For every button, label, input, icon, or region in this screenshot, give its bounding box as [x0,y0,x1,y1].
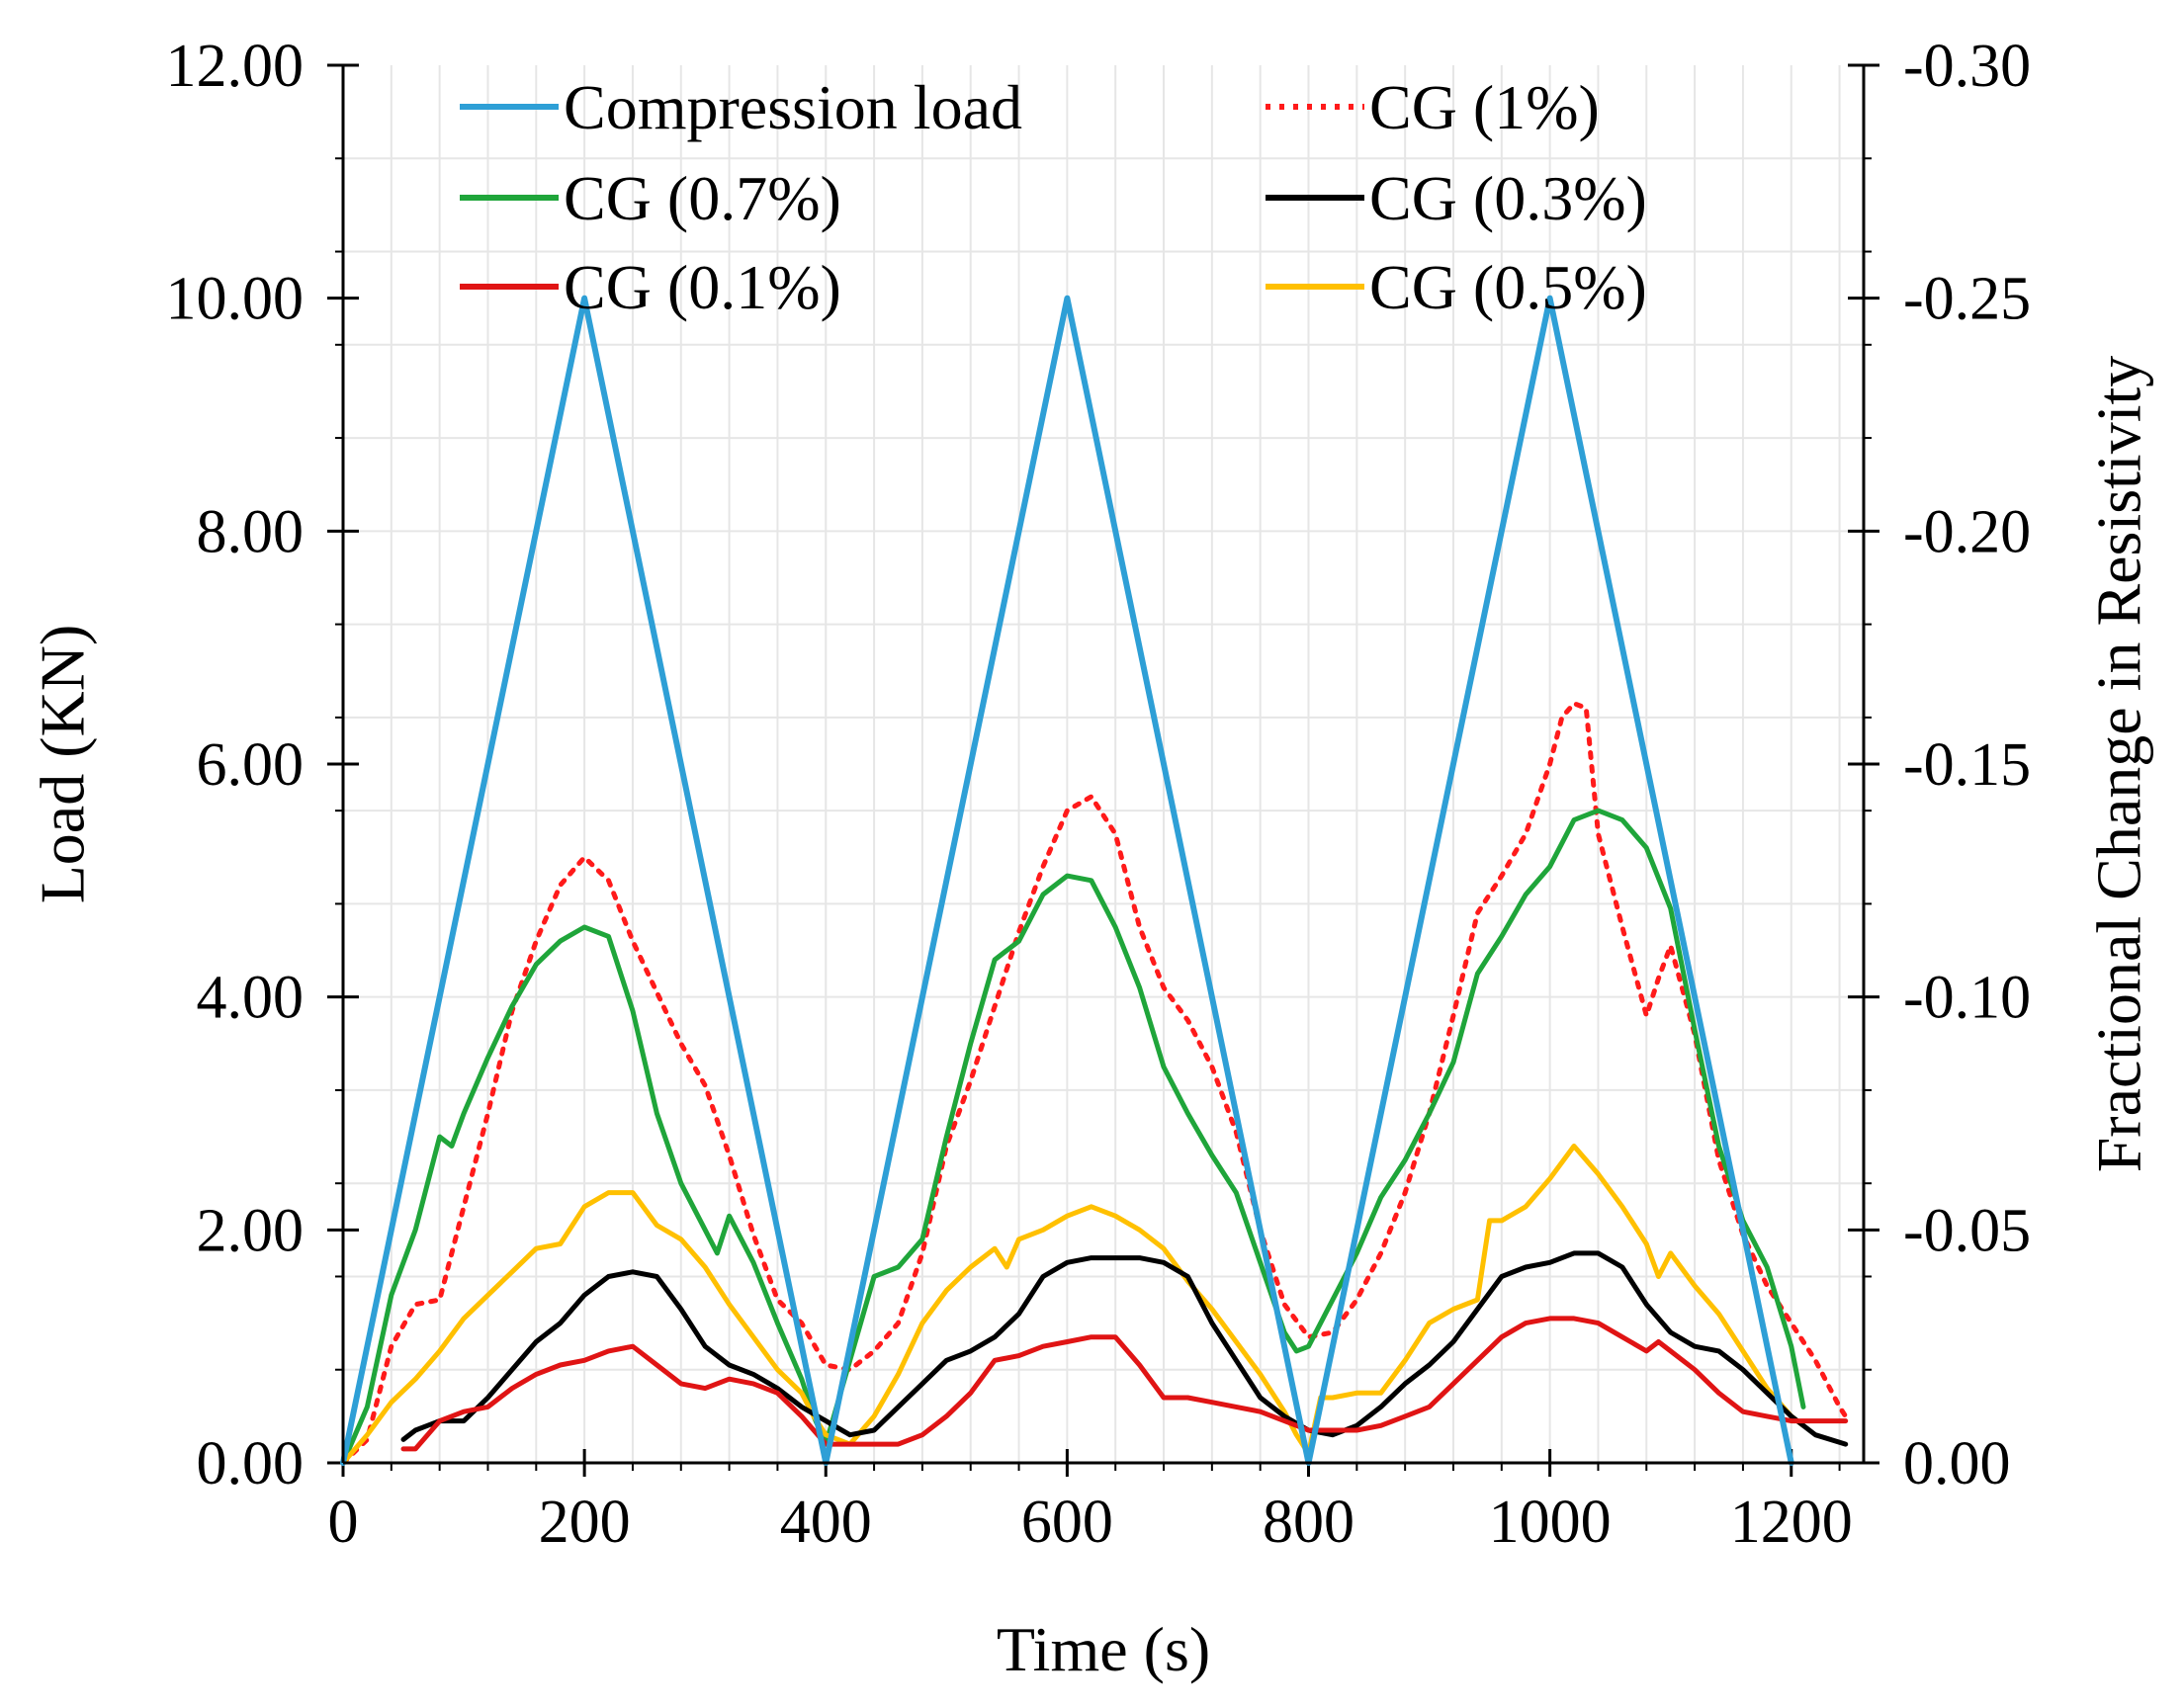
axes [341,65,1866,1465]
y-tick-label: 12.00 [166,33,305,100]
y2-tick-label: -0.30 [1903,33,2031,100]
series-line-cg-0-5 [340,1144,1806,1466]
y-axis-title: Load (KN) [28,625,98,904]
y2-tick-label: 0.00 [1903,1430,2011,1497]
x-tick-label: 1000 [1489,1489,1612,1556]
series-line-cg-0-1 [400,1316,1849,1452]
y-tick-label: 10.00 [166,266,305,333]
legend-label-compression-load: Compression load [564,72,1022,142]
series-line-cg-0-3 [400,1250,1849,1447]
y2-tick-label: -0.10 [1903,965,2031,1032]
y-tick-label: 0.00 [197,1430,305,1497]
y2-axis-title: Fractional Change in Resistivity [2084,356,2154,1173]
legend-label-cg-1: CG (1%) [1369,72,1600,142]
series-line-compression-load [340,295,1794,1466]
x-tick-label: 0 [328,1489,359,1556]
x-tick-label: 400 [780,1489,872,1556]
y-tick-label: 4.00 [197,965,305,1032]
legend-label-cg-0-3: CG (0.3%) [1369,163,1647,233]
series-line-cg-0-7 [340,808,1806,1466]
x-tick-label: 800 [1263,1489,1354,1556]
y-tick-label: 8.00 [197,498,305,565]
x-tick-label: 200 [539,1489,631,1556]
x-tick-label: 600 [1021,1489,1113,1556]
legend-label-cg-0-1: CG (0.1%) [564,252,841,322]
y2-tick-label: -0.05 [1903,1197,2031,1264]
series-layer [340,295,1849,1466]
legend-label-cg-0-5: CG (0.5%) [1369,252,1647,322]
y-tick-label: 6.00 [197,731,305,799]
y-tick-label: 2.00 [197,1197,305,1264]
x-tick-label: 1200 [1730,1489,1853,1556]
series-line-cg-1 [340,701,1849,1466]
y2-tick-label: -0.15 [1903,731,2031,799]
legend: Compression load CG (1%) CG (0.7%) CG (0.3%… [460,72,1647,322]
x-axis-title: Time (s) [997,1614,1210,1684]
y2-tick-label: -0.20 [1903,498,2031,565]
ticks: 0 200 400 600 800 1000 1200 0.00 2.00 4.00 6.00 8.0… [166,33,2032,1556]
legend-label-cg-0-7: CG (0.7%) [564,163,841,233]
y2-tick-label: -0.25 [1903,266,2031,333]
